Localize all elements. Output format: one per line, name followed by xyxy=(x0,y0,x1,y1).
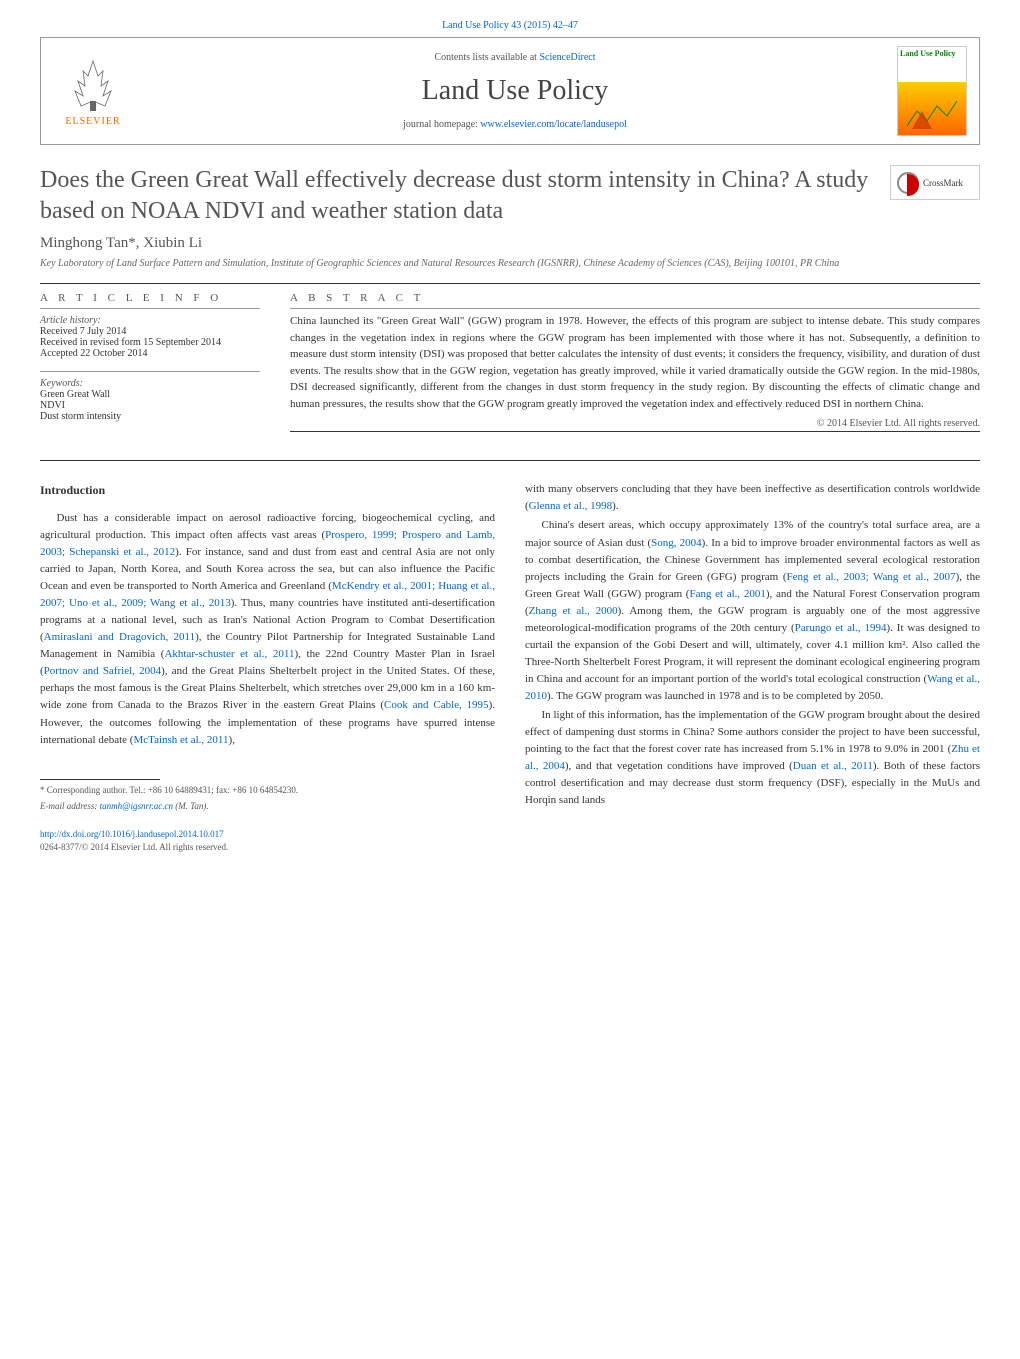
citation-link[interactable]: Amiraslani and Dragovich, 2011 xyxy=(44,631,195,643)
elsevier-logo: ELSEVIER xyxy=(53,46,133,136)
elsevier-label: ELSEVIER xyxy=(65,116,120,127)
citation-link[interactable]: Cook and Cable, 1995 xyxy=(384,699,489,711)
elsevier-tree-icon xyxy=(63,56,123,116)
authors: Minghong Tan*, Xiubin Li xyxy=(40,235,980,252)
article-title: Does the Green Great Wall effectively de… xyxy=(40,165,870,227)
divider xyxy=(290,308,980,309)
email-line: E-mail address: tanmh@igsnrr.ac.cn (M. T… xyxy=(40,800,495,814)
title-row: Does the Green Great Wall effectively de… xyxy=(40,165,980,227)
email-link[interactable]: tanmh@igsnrr.ac.cn xyxy=(100,801,173,811)
keyword: NDVI xyxy=(40,400,260,411)
introduction-heading: Introduction xyxy=(40,481,495,500)
citation-link[interactable]: Duan et al., 2011 xyxy=(793,760,873,772)
divider xyxy=(40,283,980,284)
header-center: Contents lists available at ScienceDirec… xyxy=(133,52,897,130)
abstract-heading: A B S T R A C T xyxy=(290,292,980,304)
homepage-link[interactable]: www.elsevier.com/locate/landusepol xyxy=(480,119,627,130)
article-info: A R T I C L E I N F O Article history: R… xyxy=(40,292,260,440)
divider xyxy=(40,460,980,461)
sciencedirect-link[interactable]: ScienceDirect xyxy=(539,52,595,63)
keyword: Green Great Wall xyxy=(40,389,260,400)
doi-link[interactable]: http://dx.doi.org/10.1016/j.landusepol.2… xyxy=(40,829,224,839)
citation-link[interactable]: McTainsh et al., 2011 xyxy=(133,734,228,746)
divider xyxy=(290,431,980,432)
crossmark-badge[interactable]: CrossMark xyxy=(890,165,980,200)
article-history: Article history: Received 7 July 2014 Re… xyxy=(40,315,260,359)
info-abstract-row: A R T I C L E I N F O Article history: R… xyxy=(40,292,980,440)
left-column: Introduction Dust has a considerable imp… xyxy=(40,481,495,855)
body-paragraph: China's desert areas, which occupy appro… xyxy=(525,517,980,705)
keyword: Dust storm intensity xyxy=(40,411,260,422)
abstract: A B S T R A C T China launched its "Gree… xyxy=(290,292,980,440)
citation-link[interactable]: Fang et al., 2001 xyxy=(689,588,765,600)
keywords: Keywords: Green Great Wall NDVI Dust sto… xyxy=(40,378,260,422)
divider xyxy=(40,371,260,372)
right-column: with many observers concluding that they… xyxy=(525,481,980,855)
contents-available: Contents lists available at ScienceDirec… xyxy=(133,52,897,63)
citation-link[interactable]: Zhang et al., 2000 xyxy=(529,605,618,617)
doi-copyright: 0264-8377/© 2014 Elsevier Ltd. All right… xyxy=(40,841,495,855)
crossmark-icon xyxy=(897,172,919,194)
citation-link[interactable]: Portnov and Safriel, 2004 xyxy=(44,665,161,677)
affiliation: Key Laboratory of Land Surface Pattern a… xyxy=(40,258,980,269)
body-paragraph: In light of this information, has the im… xyxy=(525,707,980,809)
citation-link[interactable]: Glenna et al., 1998 xyxy=(529,500,612,512)
journal-reference: Land Use Policy 43 (2015) 42–47 xyxy=(40,20,980,31)
citation-link[interactable]: Parungo et al., 1994 xyxy=(795,622,887,634)
body-paragraph: Dust has a considerable impact on aeroso… xyxy=(40,510,495,749)
body-paragraph: with many observers concluding that they… xyxy=(525,481,980,515)
received-date: Received 7 July 2014 xyxy=(40,326,260,337)
abstract-text: China launched its "Green Great Wall" (G… xyxy=(290,313,980,412)
abstract-copyright: © 2014 Elsevier Ltd. All rights reserved… xyxy=(290,418,980,429)
journal-name: Land Use Policy xyxy=(133,75,897,107)
journal-cover-thumbnail: Land Use Policy xyxy=(897,46,967,136)
revised-date: Received in revised form 15 September 20… xyxy=(40,337,260,348)
accepted-date: Accepted 22 October 2014 xyxy=(40,348,260,359)
journal-header: ELSEVIER Contents lists available at Sci… xyxy=(40,37,980,145)
citation-link[interactable]: Akhtar-schuster et al., 2011 xyxy=(164,648,294,660)
corresponding-author-footer: * Corresponding author. Tel.: +86 10 648… xyxy=(40,779,495,814)
citation-link[interactable]: Feng et al., 2003; Wang et al., 2007 xyxy=(786,571,955,583)
corresponding-author: * Corresponding author. Tel.: +86 10 648… xyxy=(40,784,495,798)
citation-link[interactable]: Song, 2004 xyxy=(651,537,702,549)
history-label: Article history: xyxy=(40,315,260,326)
footer-divider xyxy=(40,779,160,780)
crossmark-label: CrossMark xyxy=(923,178,963,188)
journal-homepage: journal homepage: www.elsevier.com/locat… xyxy=(133,119,897,130)
doi-block: http://dx.doi.org/10.1016/j.landusepol.2… xyxy=(40,828,495,856)
article-info-heading: A R T I C L E I N F O xyxy=(40,292,260,304)
divider xyxy=(40,308,260,309)
keywords-label: Keywords: xyxy=(40,378,260,389)
body-columns: Introduction Dust has a considerable imp… xyxy=(40,481,980,855)
